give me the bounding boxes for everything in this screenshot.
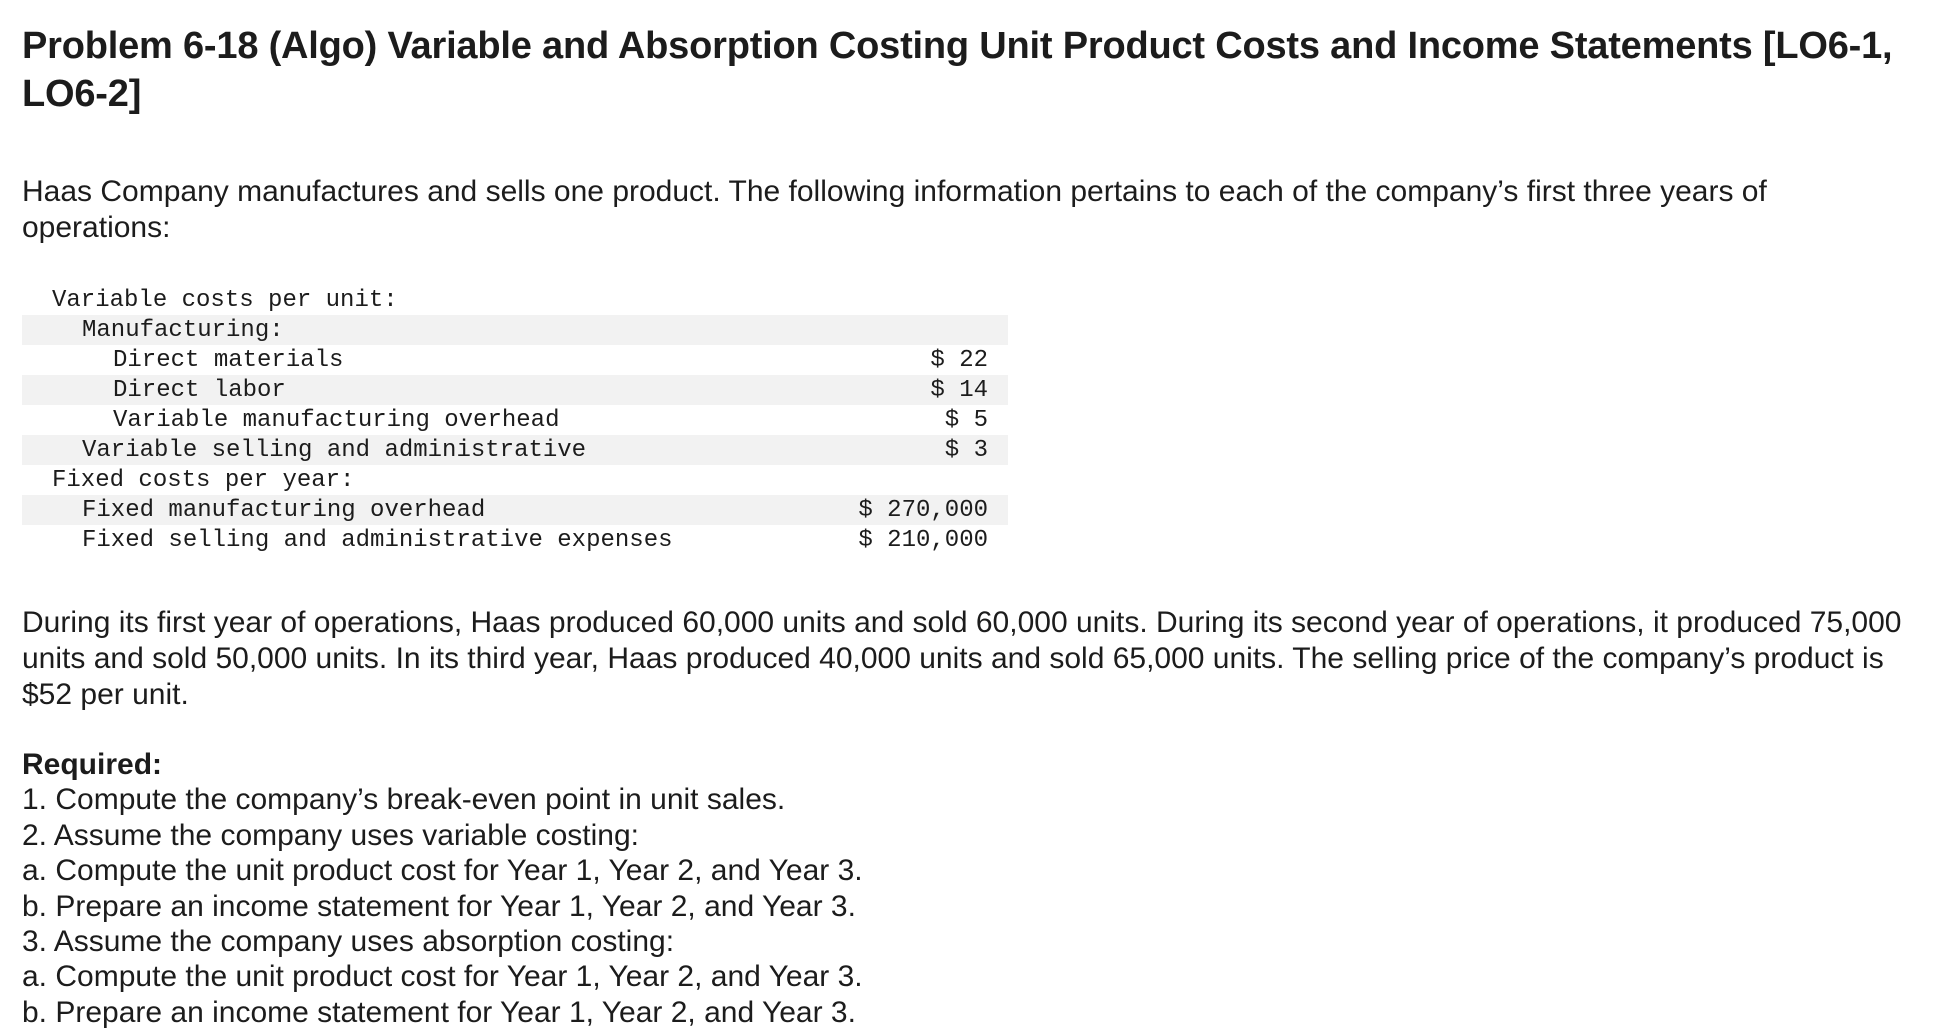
cost-label: Variable selling and administrative xyxy=(22,435,788,465)
cost-value xyxy=(788,465,1008,495)
cost-value: $ 3 xyxy=(788,435,1008,465)
problem-narrative: During its first year of operations, Haa… xyxy=(22,606,1902,711)
cost-value xyxy=(788,285,1008,315)
table-row: Fixed manufacturing overhead $ 270,000 xyxy=(22,495,1008,525)
cost-label: Fixed costs per year: xyxy=(52,466,355,494)
cost-data-table: Variable costs per unit: Manufacturing: … xyxy=(22,285,1008,555)
table-row: Variable costs per unit: xyxy=(22,285,1008,315)
cost-label: Variable manufacturing overhead xyxy=(113,406,560,434)
cost-label: Fixed manufacturing overhead xyxy=(22,495,788,525)
table-row: Fixed costs per year: xyxy=(22,465,1008,495)
cost-value: $ 270,000 xyxy=(788,495,1008,525)
table-row: Fixed selling and administrative expense… xyxy=(22,525,1008,555)
table-row: Manufacturing: xyxy=(22,315,1008,345)
required-item: a. Compute the unit product cost for Yea… xyxy=(22,960,863,994)
required-heading: Required: xyxy=(22,748,163,781)
cost-value: $ 5 xyxy=(944,406,988,434)
required-item: 3. Assume the company uses absorption co… xyxy=(22,925,675,959)
cost-value: $ 14 xyxy=(788,375,1008,405)
cost-value xyxy=(788,315,1008,345)
required-item: b. Prepare an income statement for Year … xyxy=(22,889,856,923)
cost-label: Manufacturing: xyxy=(22,315,788,345)
table-row: Direct labor $ 14 xyxy=(22,375,1008,405)
required-item: b. Prepare an income statement for Year … xyxy=(22,995,856,1029)
cost-value: $ 22 xyxy=(930,346,988,374)
cost-value: $ 210,000 xyxy=(858,526,988,554)
problem-intro: Haas Company manufactures and sells one … xyxy=(22,175,1767,244)
required-section: Required: 1. Compute the company’s break… xyxy=(22,747,1222,1030)
required-item: 2. Assume the company uses variable cost… xyxy=(22,818,639,852)
required-item: 1. Compute the company’s break-even poin… xyxy=(22,783,786,817)
table-row: Variable manufacturing overhead $ 5 xyxy=(22,405,1008,435)
cost-label: Direct labor xyxy=(22,375,788,405)
table-row: Variable selling and administrative $ 3 xyxy=(22,435,1008,465)
problem-title: Problem 6-18 (Algo) Variable and Absorpt… xyxy=(22,25,1893,115)
table-row: Direct materials $ 22 xyxy=(22,345,1008,375)
required-item: a. Compute the unit product cost for Yea… xyxy=(22,854,863,888)
problem-page: Problem 6-18 (Algo) Variable and Absorpt… xyxy=(22,22,1922,1029)
cost-label: Fixed selling and administrative expense… xyxy=(82,526,673,554)
cost-label: Variable costs per unit: xyxy=(52,286,398,314)
cost-label: Direct materials xyxy=(113,346,344,374)
